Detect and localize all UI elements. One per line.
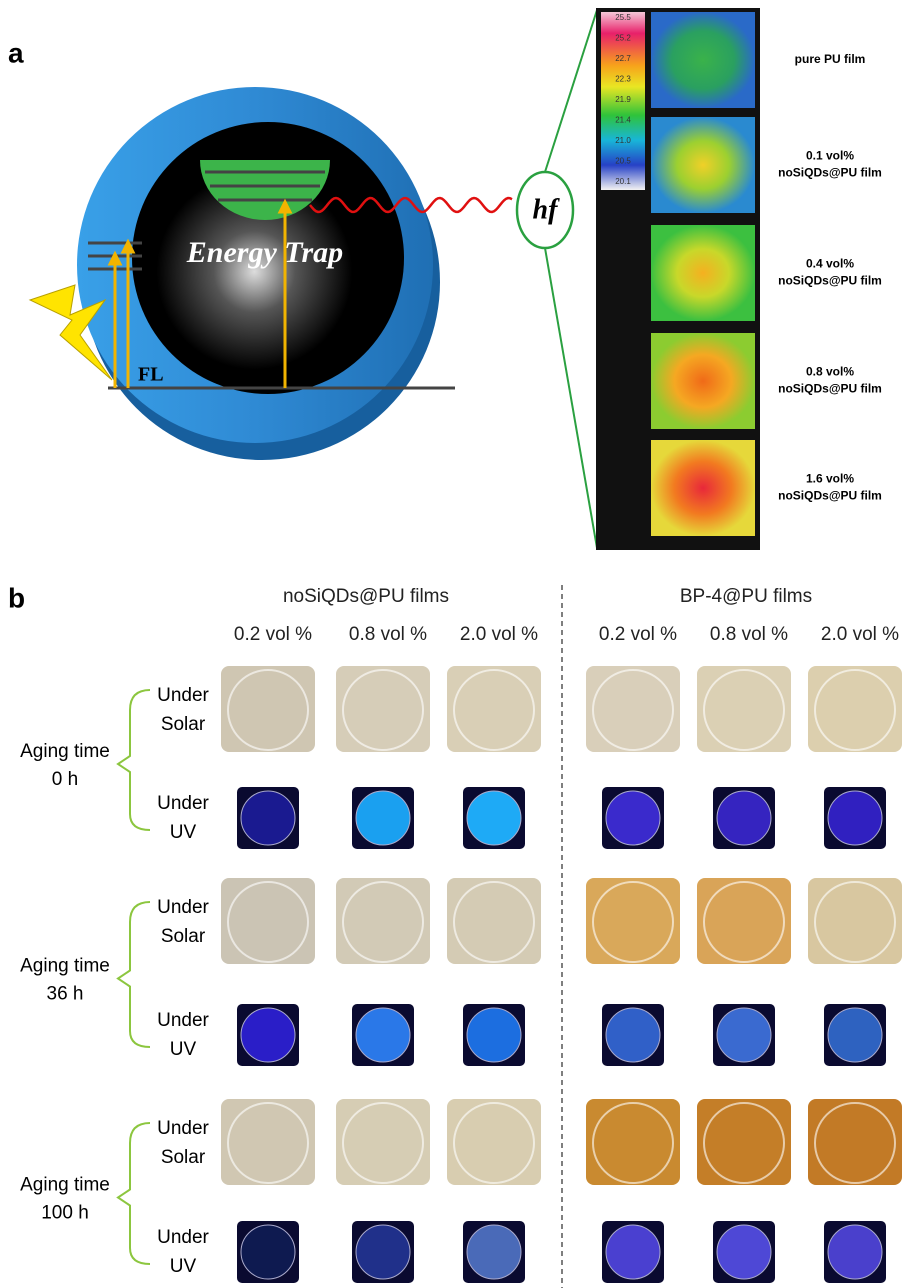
thermal-image (651, 333, 755, 429)
film-uv-disc (467, 1225, 521, 1279)
film-uv-disc (717, 1008, 771, 1062)
aging-time: 36 h (47, 984, 84, 1005)
condition: UV (170, 1256, 197, 1277)
film-solar (447, 666, 541, 752)
condition: Under (157, 1010, 209, 1031)
condition: Solar (161, 1147, 206, 1168)
film-label: noSiQDs@PU film (778, 166, 882, 180)
film-solar (447, 1099, 541, 1185)
thermal-image (651, 117, 755, 213)
colorbar-tick: 21.4 (615, 116, 631, 125)
film-solar (808, 878, 902, 964)
film-solar (697, 666, 791, 752)
film-solar (336, 666, 430, 752)
colorbar-tick: 25.2 (615, 34, 631, 43)
film-solar (221, 1099, 315, 1185)
aging-time: Aging time (20, 741, 110, 762)
concentration: 0.2 vol % (599, 624, 677, 645)
film-solar (336, 1099, 430, 1185)
colorbar-tick: 25.5 (615, 13, 631, 22)
panel-label: a (8, 37, 24, 68)
film-uv-disc (606, 1008, 660, 1062)
film-label: 0.1 vol% (806, 149, 854, 163)
film-solar (586, 666, 680, 752)
film-uv-disc (828, 791, 882, 845)
bracket (118, 1123, 150, 1264)
colorbar-tick: 20.5 (615, 157, 631, 166)
film-solar (808, 666, 902, 752)
film-uv-disc (356, 791, 410, 845)
film-uv-disc (467, 1008, 521, 1062)
film-solar (586, 878, 680, 964)
emission-label: hf (533, 194, 561, 225)
film-uv-disc (356, 1225, 410, 1279)
film-label: 1.6 vol% (806, 472, 854, 486)
thermal-image (651, 440, 755, 536)
group-title: BP-4@PU films (680, 586, 812, 607)
film-uv-disc (356, 1008, 410, 1062)
film-solar (586, 1099, 680, 1185)
condition: Under (157, 793, 209, 814)
film-uv-disc (241, 791, 295, 845)
condition: Under (157, 685, 209, 706)
film-uv-disc (606, 791, 660, 845)
colorbar-tick: 21.9 (615, 95, 631, 104)
film-uv-disc (828, 1225, 882, 1279)
figure: a FL Energy Trap hf 25.5 25.2 22.7 22.3 21.9… (0, 0, 909, 1288)
film-label: noSiQDs@PU film (778, 274, 882, 288)
film-uv-disc (467, 791, 521, 845)
film-label: noSiQDs@PU film (778, 382, 882, 396)
level-label: FL (138, 364, 164, 386)
condition: Under (157, 1227, 209, 1248)
condition: Solar (161, 714, 206, 735)
thermal-image (651, 225, 755, 321)
condition: UV (170, 822, 197, 843)
thermal-image (651, 12, 755, 108)
panel-label: b (8, 582, 25, 613)
condition: Under (157, 1118, 209, 1139)
film-solar (336, 878, 430, 964)
film-solar (447, 878, 541, 964)
aging-time: Aging time (20, 956, 110, 977)
condition: Solar (161, 926, 206, 947)
film-label: pure PU film (795, 52, 866, 66)
aging-time: 100 h (41, 1203, 89, 1224)
film-uv-disc (241, 1225, 295, 1279)
film-uv-disc (717, 791, 771, 845)
aging-time: Aging time (20, 1175, 110, 1196)
panel-a: a FL Energy Trap hf 25.5 25.2 22.7 22.3 21.9… (8, 8, 882, 550)
film-uv-disc (606, 1225, 660, 1279)
film-solar (221, 666, 315, 752)
bracket (118, 902, 150, 1047)
film-uv-disc (241, 1008, 295, 1062)
film-solar (697, 1099, 791, 1185)
film-label: noSiQDs@PU film (778, 489, 882, 503)
center-text: Energy Trap (186, 236, 343, 269)
concentration: 0.8 vol % (710, 624, 788, 645)
colorbar-tick: 22.3 (615, 75, 631, 84)
film-solar (697, 878, 791, 964)
film-uv-disc (828, 1008, 882, 1062)
concentration: 2.0 vol % (821, 624, 899, 645)
film-solar (221, 878, 315, 964)
concentration: 0.2 vol % (234, 624, 312, 645)
concentration: 2.0 vol % (460, 624, 538, 645)
aging-time: 0 h (52, 769, 78, 790)
condition: UV (170, 1039, 197, 1060)
condition: Under (157, 897, 209, 918)
film-uv-disc (717, 1225, 771, 1279)
film-solar (808, 1099, 902, 1185)
concentration: 0.8 vol % (349, 624, 427, 645)
bracket (118, 690, 150, 830)
group-title: noSiQDs@PU films (283, 586, 449, 607)
film-label: 0.4 vol% (806, 257, 854, 271)
film-label: 0.8 vol% (806, 365, 854, 379)
colorbar-tick: 21.0 (615, 136, 631, 145)
colorbar-tick: 22.7 (615, 54, 631, 63)
colorbar-tick: 20.1 (615, 177, 631, 186)
